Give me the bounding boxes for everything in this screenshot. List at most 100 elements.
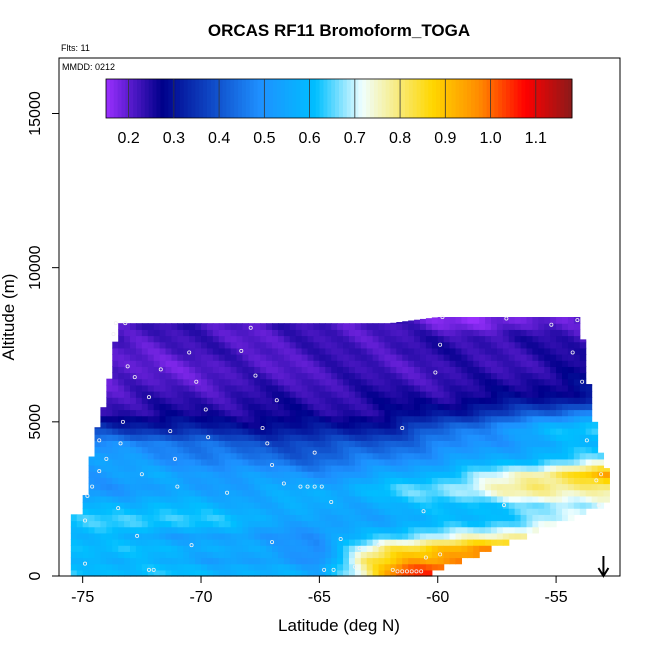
heatmap-cell <box>147 557 155 565</box>
heatmap-cell <box>396 440 403 448</box>
colorbar-segment <box>533 79 538 118</box>
heatmap-cell <box>130 532 137 540</box>
heatmap-cell <box>455 415 463 423</box>
sample-point <box>135 533 140 538</box>
colorbar-segment <box>389 79 394 118</box>
heatmap-cell <box>402 403 409 411</box>
heatmap-cell <box>461 551 468 559</box>
heatmap-cell <box>124 508 131 515</box>
heatmap-cell <box>479 354 486 361</box>
heatmap-cell <box>118 421 125 429</box>
heatmap-cell <box>573 384 581 392</box>
heatmap-cell <box>301 471 309 478</box>
heatmap-cell <box>508 477 516 485</box>
heatmap-cell <box>165 440 173 448</box>
heatmap-cell <box>130 360 137 367</box>
heatmap-cell <box>479 446 486 454</box>
heatmap-cell <box>562 502 569 509</box>
heatmap-cell <box>189 391 196 398</box>
heatmap-cell <box>254 477 261 485</box>
heatmap-cell <box>153 489 161 497</box>
heatmap-cell <box>130 514 137 522</box>
heatmap-cell <box>479 347 486 355</box>
heatmap-cell <box>538 446 545 454</box>
heatmap-cell <box>431 415 439 423</box>
heatmap-cell <box>496 483 504 491</box>
heatmap-cell <box>544 477 551 485</box>
colorbar-segment <box>140 79 146 118</box>
heatmap-cell <box>218 440 226 448</box>
colorbar-segment <box>187 79 192 118</box>
heatmap-cell <box>135 458 143 466</box>
heatmap-cell <box>597 495 605 503</box>
heatmap-cell <box>135 360 143 367</box>
sample-point <box>390 567 395 572</box>
heatmap-cell <box>230 366 238 374</box>
heatmap-cell <box>260 465 267 472</box>
heatmap-cell <box>360 391 368 398</box>
heatmap-cell <box>467 347 474 355</box>
heatmap-cell <box>544 520 551 528</box>
heatmap-cell <box>538 508 545 515</box>
heatmap-cell <box>242 539 249 546</box>
heatmap-cell <box>402 323 409 330</box>
heatmap-cell <box>431 366 439 374</box>
heatmap-cell <box>254 428 261 435</box>
heatmap-cell <box>384 360 391 367</box>
heatmap-cell <box>319 569 326 577</box>
heatmap-cell <box>325 563 332 571</box>
heatmap-cell <box>325 489 332 497</box>
heatmap-cell <box>112 446 119 454</box>
heatmap-cell <box>544 471 551 478</box>
heatmap-cell <box>100 514 107 522</box>
heatmap-cell <box>467 397 474 404</box>
heatmap-cell <box>538 347 545 355</box>
heatmap-cell <box>479 489 486 497</box>
heatmap-cell <box>366 532 374 540</box>
heatmap-cell <box>384 354 391 361</box>
heatmap-cell <box>313 483 320 491</box>
heatmap-cell <box>396 458 403 466</box>
heatmap-cell <box>242 551 249 559</box>
heatmap-cell <box>538 403 545 411</box>
heatmap-cell <box>177 446 184 454</box>
heatmap-cell <box>124 323 131 330</box>
heatmap-cell <box>573 508 581 515</box>
heatmap-cell <box>508 317 516 324</box>
heatmap-cell <box>360 569 368 577</box>
heatmap-cell <box>479 428 486 435</box>
heatmap-cell <box>354 391 362 398</box>
heatmap-cell <box>425 372 433 380</box>
heatmap-cell <box>337 440 344 448</box>
heatmap-cell <box>556 409 563 417</box>
colorbar-segment <box>362 79 367 118</box>
heatmap-cell <box>520 384 528 392</box>
heatmap-cell <box>408 428 415 435</box>
heatmap-cell <box>201 545 208 552</box>
heatmap-cell <box>425 446 433 454</box>
heatmap-cell <box>171 360 178 367</box>
heatmap-cell <box>360 508 368 515</box>
heatmap-cell <box>295 421 303 429</box>
heatmap-cell <box>201 471 208 478</box>
heatmap-cell <box>573 452 581 460</box>
heatmap-cell <box>479 360 486 367</box>
heatmap-cell <box>573 317 581 324</box>
heatmap-cell <box>562 329 569 337</box>
colorbar-segment <box>272 79 278 118</box>
heatmap-cell <box>260 520 267 528</box>
heatmap-cell <box>118 532 125 540</box>
heatmap-cell <box>331 434 338 441</box>
heatmap-cell <box>319 532 326 540</box>
heatmap-cell <box>313 360 320 367</box>
heatmap-cell <box>177 551 184 559</box>
heatmap-cell <box>283 446 291 454</box>
heatmap-cell <box>130 434 137 441</box>
heatmap-cell <box>402 539 409 546</box>
heatmap-cell <box>402 428 409 435</box>
sample-point <box>312 484 317 489</box>
heatmap-cell <box>425 415 433 423</box>
heatmap-cell <box>248 471 255 478</box>
heatmap-cell <box>206 551 214 559</box>
heatmap-cell <box>591 452 599 460</box>
